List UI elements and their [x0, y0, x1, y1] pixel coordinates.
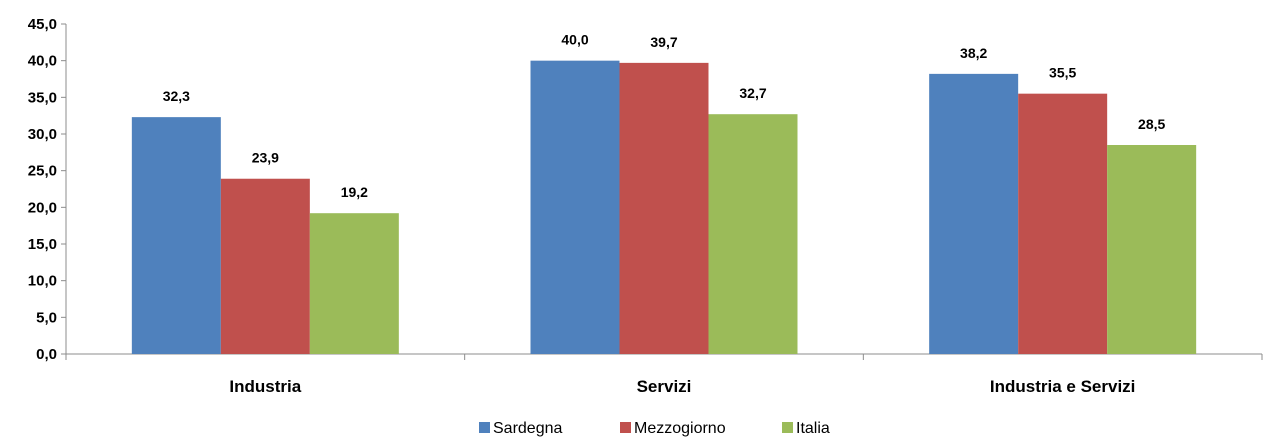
- x-axis: Industria Servizi Industria e Servizi: [65, 353, 1263, 396]
- bar-italia-3: [1107, 145, 1197, 354]
- data-label: 32,7: [739, 85, 766, 101]
- bars-group: [131, 60, 1197, 355]
- data-label: 38,2: [960, 45, 987, 61]
- x-category-label: Industria e Servizi: [990, 377, 1136, 396]
- y-tick-label: 40,0: [28, 53, 57, 70]
- data-label: 39,7: [650, 34, 677, 50]
- data-label: 28,5: [1138, 116, 1165, 132]
- data-label: 40,0: [561, 32, 588, 48]
- bar-sardegna-3: [929, 73, 1019, 354]
- y-tick-label: 0,0: [36, 346, 57, 363]
- legend-label: Sardegna: [493, 420, 562, 437]
- bar-italia-1: [309, 213, 399, 354]
- legend-swatch: [479, 422, 490, 433]
- legend: Sardegna Mezzogiorno Italia: [479, 420, 830, 437]
- bar-mezzogiorno-3: [1018, 93, 1108, 355]
- y-tick-label: 5,0: [36, 309, 57, 326]
- x-category-label: Industria: [229, 377, 301, 396]
- y-tick-label: 30,0: [28, 126, 57, 143]
- data-label: 35,5: [1049, 65, 1076, 81]
- y-tick-label: 10,0: [28, 273, 57, 290]
- y-axis: 0,0 5,0 10,0 15,0 20,0 25,0 30,0 35,0 40,0 45,0: [28, 16, 67, 363]
- bar-sardegna-1: [131, 117, 221, 354]
- bar-mezzogiorno-1: [220, 178, 310, 354]
- bar-sardegna-2: [530, 60, 620, 355]
- legend-swatch: [620, 422, 631, 433]
- bar-mezzogiorno-2: [619, 62, 709, 354]
- y-tick-label: 45,0: [28, 16, 57, 33]
- data-label: 32,3: [163, 88, 190, 104]
- y-tick-label: 25,0: [28, 163, 57, 180]
- legend-label: Italia: [796, 420, 830, 437]
- data-labels-group: 32,3 23,9 19,2 40,0 39,7 32,7 38,2 35,5 28,5: [163, 32, 1166, 201]
- bar-italia-2: [708, 114, 798, 354]
- legend-swatch: [782, 422, 793, 433]
- data-label: 23,9: [252, 150, 279, 166]
- y-tick-label: 15,0: [28, 236, 57, 253]
- legend-label: Mezzogiorno: [634, 420, 726, 437]
- x-category-label: Servizi: [637, 377, 692, 396]
- y-tick-label: 35,0: [28, 89, 57, 106]
- y-tick-label: 20,0: [28, 199, 57, 216]
- data-label: 19,2: [341, 184, 368, 200]
